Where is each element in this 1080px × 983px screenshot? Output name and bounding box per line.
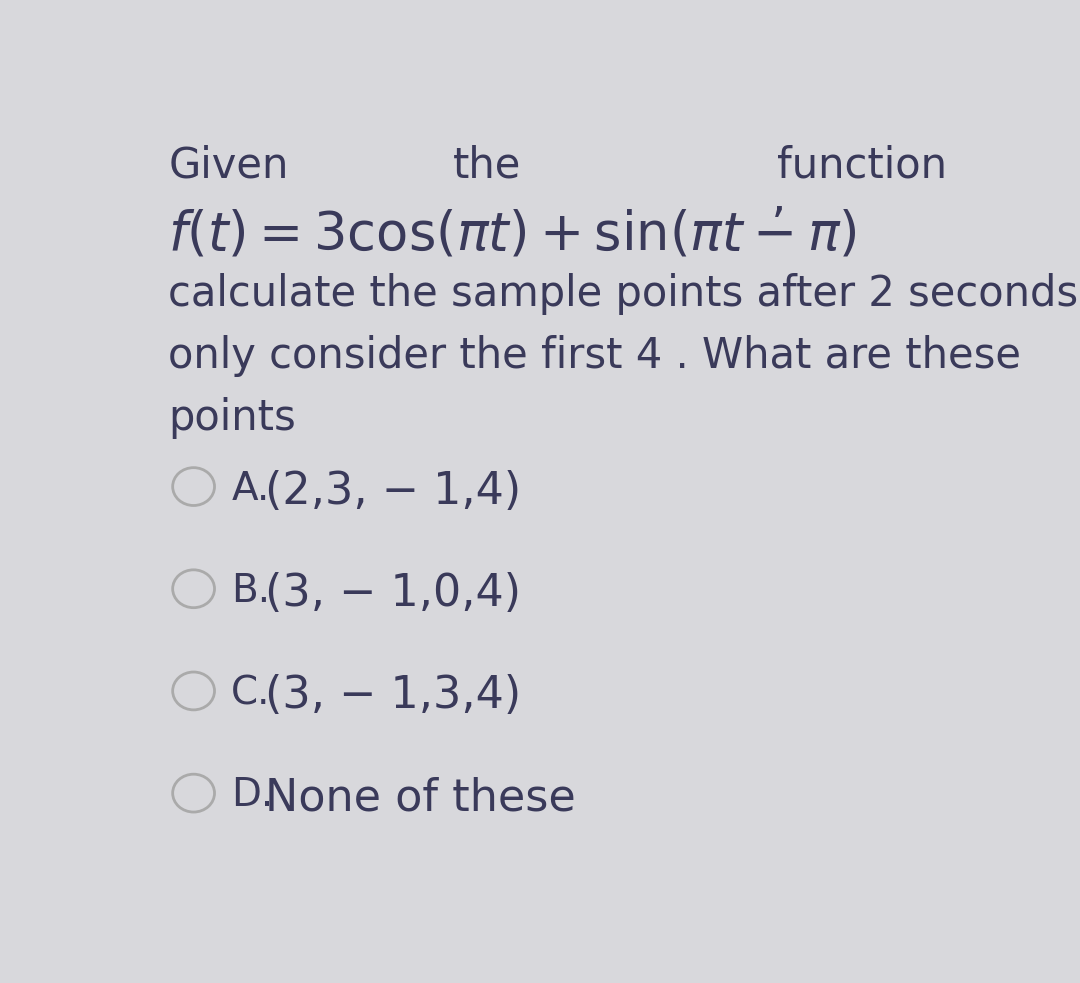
Text: A.: A. [231,470,270,508]
Text: $\mathit{f}(\mathit{t})=3\mathrm{cos}(\pi \mathit{t})+\mathrm{sin}(\pi \mathit{t: $\mathit{f}(\mathit{t})=3\mathrm{cos}(\p… [168,208,858,260]
Text: D.: D. [231,777,273,815]
Text: ’: ’ [771,205,786,250]
Text: (3, − 1,0,4): (3, − 1,0,4) [265,572,521,615]
Text: (3, − 1,3,4): (3, − 1,3,4) [265,674,521,718]
Text: (2,3, − 1,4): (2,3, − 1,4) [265,470,521,513]
Text: Given: Given [168,145,288,187]
Text: points: points [168,397,296,439]
Text: only consider the first 4 . What are these: only consider the first 4 . What are the… [168,335,1022,377]
Text: C.: C. [231,674,271,713]
Text: function: function [777,145,947,187]
Text: None of these: None of these [265,777,576,820]
Text: B.: B. [231,572,270,610]
Text: calculate the sample points after 2 seconds,: calculate the sample points after 2 seco… [168,273,1080,316]
Text: the: the [454,145,522,187]
